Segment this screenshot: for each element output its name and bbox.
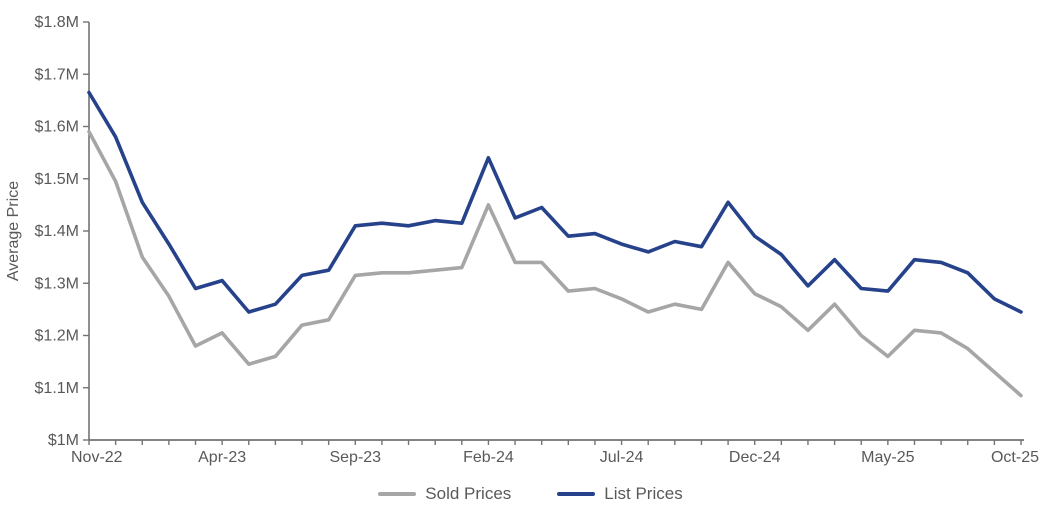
y-tick-label: $1.3M [35,275,79,292]
y-tick-label: $1.4M [35,223,79,240]
legend: Sold Prices List Prices [0,484,1061,504]
sold-prices-line [87,129,1023,398]
x-tick-label: Feb-24 [463,449,514,466]
y-tick-label: $1.7M [35,66,79,83]
list-prices-line [87,90,1023,314]
x-tick-label: Sep-23 [329,449,381,466]
y-tick-label: $1.8M [35,14,79,31]
sold-prices-swatch [378,491,417,497]
y-tick-label: $1.5M [35,171,79,188]
y-axis-title: Average Price [5,180,22,282]
legend-label-list-prices: List Prices [604,484,683,503]
y-tick-label: $1.6M [35,119,79,136]
x-tick-label: Dec-24 [729,449,781,466]
x-tick-label: Apr-23 [198,449,246,466]
legend-item-list-prices: List Prices [557,484,683,504]
x-tick-label: Jul-24 [600,449,644,466]
legend-item-sold-prices: Sold Prices [378,484,511,504]
y-tick-label: $1M [48,432,79,449]
x-tick-label: Nov-22 [71,449,123,466]
y-tick-label: $1.2M [35,328,79,345]
legend-label-sold-prices: Sold Prices [425,484,512,503]
x-tick-label: Oct-25 [991,449,1039,466]
x-tick-label: May-25 [861,449,914,466]
list-prices-swatch [557,491,596,497]
y-tick-label: $1.1M [35,380,79,397]
